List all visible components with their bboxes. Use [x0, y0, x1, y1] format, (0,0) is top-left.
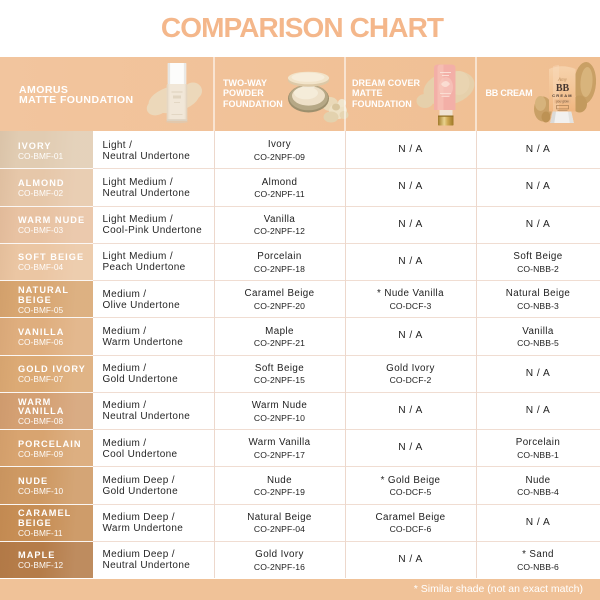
svg-text:CREAM: CREAM	[552, 93, 573, 98]
svg-text:BB: BB	[556, 83, 570, 94]
svg-text:Amy: Amy	[557, 78, 568, 83]
svg-text:you glow: you glow	[555, 100, 569, 104]
